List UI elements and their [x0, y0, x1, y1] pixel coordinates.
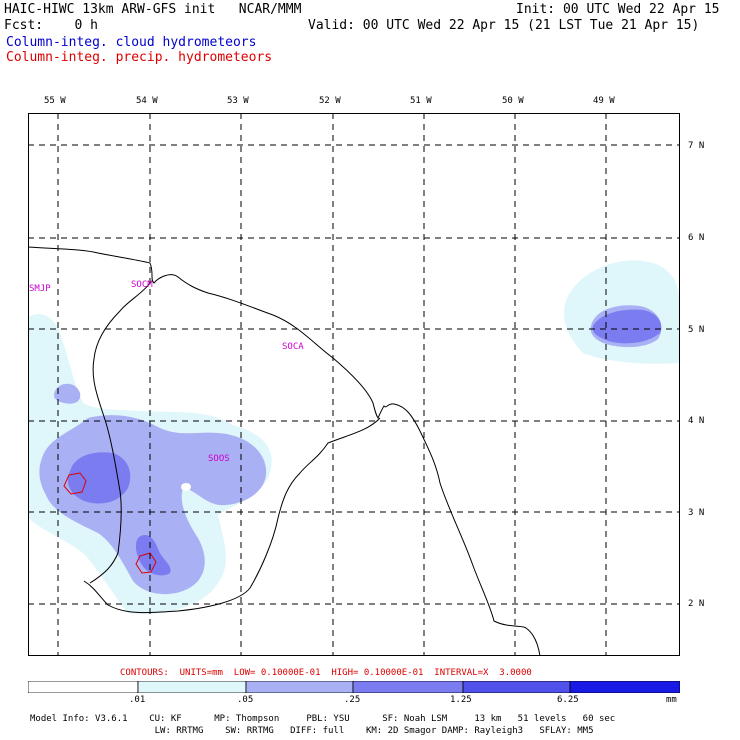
- field-precip-label: Column-integ. precip. hydrometeors: [6, 50, 273, 65]
- plot-title: HAIC-HIWC 13km ARW-GFS init NCAR/MMM: [4, 2, 302, 17]
- colorbar: [28, 681, 680, 693]
- shade-level-3-west: [68, 452, 131, 504]
- lon-label-49w: 49 W: [593, 96, 615, 106]
- model-info-line-1: Model Info: V3.6.1 CU: KF MP: Thompson P…: [30, 714, 616, 724]
- lat-label-3n: 3 N: [688, 508, 705, 518]
- lon-label-53w: 53 W: [227, 96, 249, 106]
- shade-level-2-small: [54, 383, 81, 404]
- colorbar-label-3: 1.25: [450, 695, 472, 705]
- init-time: Init: 00 UTC Wed 22 Apr 15: [516, 2, 720, 17]
- coastline: [28, 246, 541, 656]
- colorbar-units: mm: [666, 695, 677, 705]
- border-suriname-french-guiana: [83, 417, 381, 614]
- lat-label-6n: 6 N: [688, 233, 705, 243]
- forecast-hour: Fcst: 0 h: [4, 18, 98, 33]
- field-cloud-label: Column-integ. cloud hydrometeors: [6, 35, 257, 50]
- valid-time: Valid: 00 UTC Wed 22 Apr 15 (21 LST Tue …: [308, 18, 700, 33]
- lon-label-54w: 54 W: [136, 96, 158, 106]
- shade-gap: [181, 483, 191, 491]
- station-smjp: SMJP: [29, 284, 51, 294]
- lat-label-4n: 4 N: [688, 416, 705, 426]
- station-socm: SOCM: [131, 280, 153, 290]
- colorbar-bin-1: [137, 681, 247, 693]
- station-soca: SOCA: [282, 342, 304, 352]
- colorbar-bin-0: [28, 681, 139, 693]
- graticule: [28, 113, 680, 656]
- lat-label-7n: 7 N: [688, 141, 705, 151]
- colorbar-bin-3: [352, 681, 464, 693]
- colorbar-bin-4: [462, 681, 571, 693]
- map-border: [28, 113, 680, 656]
- shade-level-3-east: [592, 309, 662, 344]
- colorbar-label-0: .01: [129, 695, 146, 705]
- coastline-and-borders: [28, 246, 541, 656]
- lon-label-50w: 50 W: [502, 96, 524, 106]
- colorbar-label-2: .25: [344, 695, 361, 705]
- colorbar-label-4: 6.25: [557, 695, 579, 705]
- colorbar-bin-5: [569, 681, 680, 693]
- shade-level-3-south: [135, 535, 171, 576]
- precip-contour-1: [63, 472, 87, 495]
- colorbar-bin-2: [245, 681, 354, 693]
- lon-label-52w: 52 W: [319, 96, 341, 106]
- lat-label-5n: 5 N: [688, 325, 705, 335]
- contour-info: CONTOURS: UNITS=mm LOW= 0.10000E-01 HIGH…: [120, 668, 532, 678]
- lat-label-2n: 2 N: [688, 599, 705, 609]
- cloud-hydrometeor-shading: [28, 260, 680, 615]
- border-suriname-west: [89, 282, 151, 584]
- model-info-line-2: LW: RRTMG SW: RRTMG DIFF: full KM: 2D Sm…: [30, 726, 594, 736]
- lon-label-55w: 55 W: [44, 96, 66, 106]
- station-soos: SOOS: [208, 454, 230, 464]
- lon-label-51w: 51 W: [410, 96, 432, 106]
- colorbar-label-1: .05: [237, 695, 254, 705]
- map-panel: [28, 113, 680, 656]
